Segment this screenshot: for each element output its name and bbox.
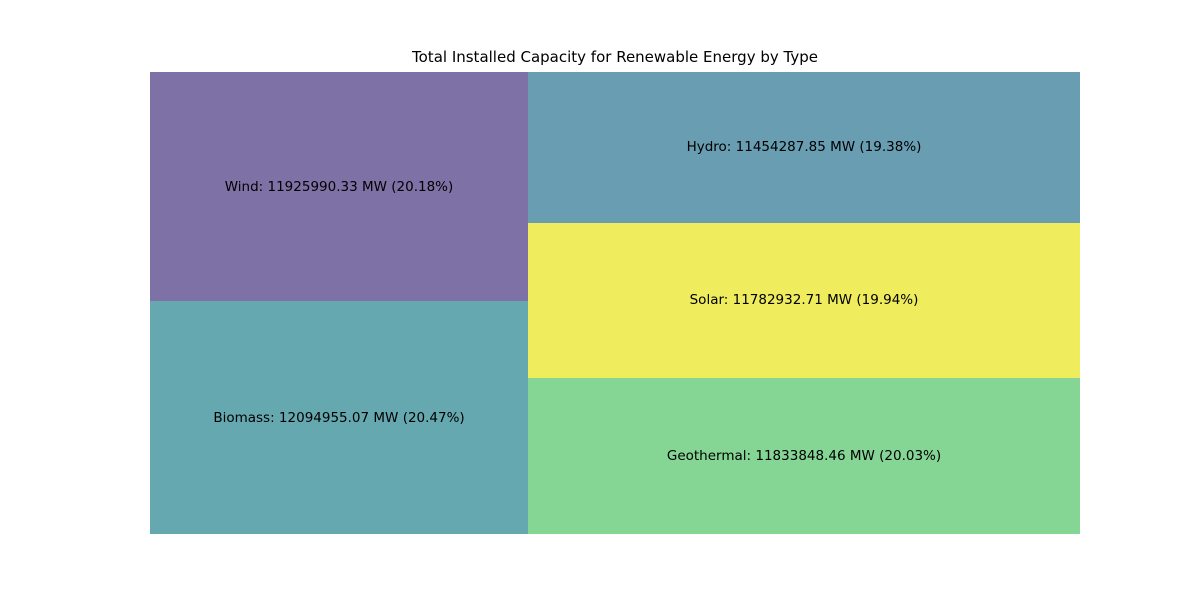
treemap-tile-label: Wind: 11925990.33 MW (20.18%) [224, 178, 454, 195]
treemap-tile-solar: Solar: 11782932.71 MW (19.94%) [528, 222, 1080, 379]
treemap-tile-biomass: Biomass: 12094955.07 MW (20.47%) [150, 301, 529, 534]
treemap-tile-label: Biomass: 12094955.07 MW (20.47%) [213, 409, 465, 426]
treemap-tile-label: Hydro: 11454287.85 MW (19.38%) [686, 139, 922, 156]
treemap-tile-label: Geothermal: 11833848.46 MW (20.03%) [666, 448, 942, 465]
treemap-plot-area: Biomass: 12094955.07 MW (20.47%) Wind: 11… [150, 72, 1080, 534]
chart-title: Total Installed Capacity for Renewable E… [412, 48, 818, 66]
treemap-tile-hydro: Hydro: 11454287.85 MW (19.38%) [528, 72, 1080, 223]
treemap-tile-geothermal: Geothermal: 11833848.46 MW (20.03%) [528, 378, 1080, 534]
treemap-tile-label: Solar: 11782932.71 MW (19.94%) [689, 292, 919, 309]
treemap-tile-wind: Wind: 11925990.33 MW (20.18%) [150, 72, 529, 302]
